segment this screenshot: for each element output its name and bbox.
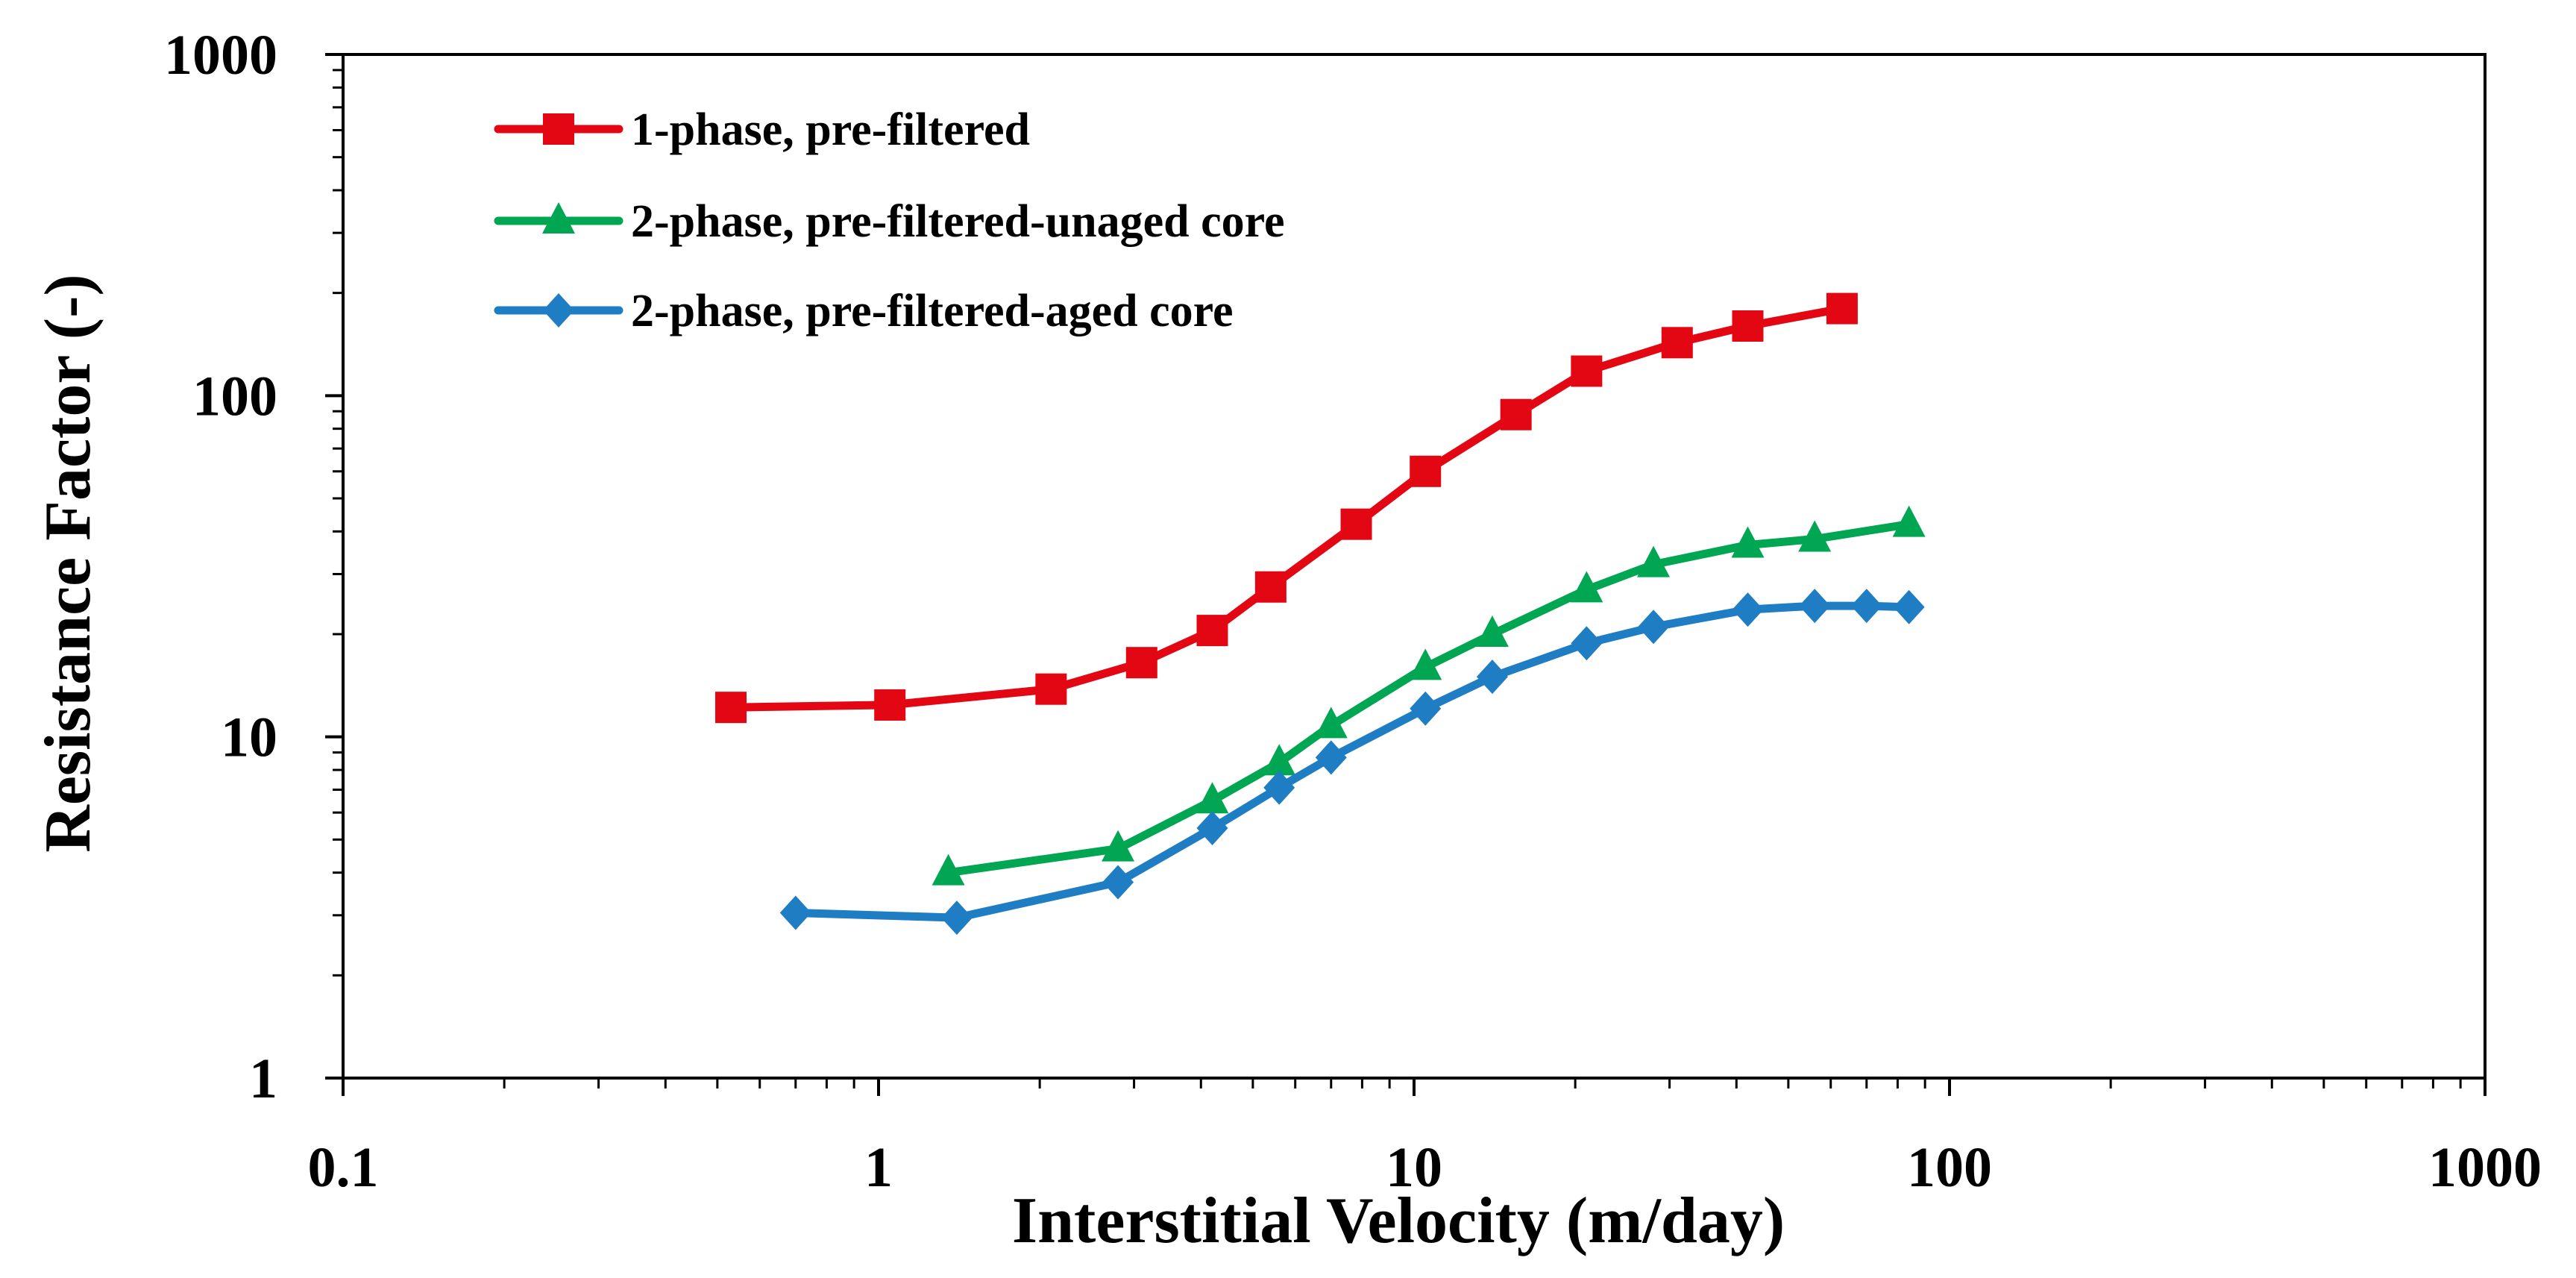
legend-label: 2-phase, pre-filtered-unaged core: [631, 196, 1285, 247]
series-3-point: [1476, 660, 1508, 695]
series-2-line: [944, 520, 1914, 877]
x-tick-label: 0.1: [308, 1136, 379, 1199]
series-2: [932, 505, 1926, 886]
y-tick-label: 1: [249, 1047, 277, 1110]
series-1-point: [1340, 508, 1372, 540]
y-axis-title: Resistance Factor (-): [32, 274, 104, 852]
series-2-point: [1892, 505, 1926, 537]
legend: 1-phase, pre-filtered 2-phase, pre-filter…: [494, 104, 1285, 336]
legend-swatch-marker: [542, 202, 575, 234]
series-2-point: [932, 853, 965, 886]
series-3-point: [1102, 865, 1134, 900]
series-3-point: [1732, 592, 1764, 627]
series-1-point: [1500, 398, 1532, 430]
series-3-point: [1263, 770, 1295, 805]
legend-label: 2-phase, pre-filtered-aged core: [631, 286, 1234, 336]
x-axis-title: Interstitial Velocity (m/day): [1012, 1185, 1785, 1257]
x-tick-label: 10: [1386, 1136, 1442, 1199]
legend-label: 1-phase, pre-filtered: [631, 104, 1030, 155]
series-3-point: [1638, 610, 1670, 645]
series-3-point: [1196, 811, 1228, 846]
legend-item-3: 2-phase, pre-filtered-aged core: [494, 286, 1234, 336]
series-1-point: [1826, 292, 1858, 325]
series-2-point: [1570, 571, 1603, 603]
series-2-point: [1637, 545, 1671, 577]
series-1-point: [1571, 355, 1603, 387]
y-tick-label: 10: [221, 707, 277, 769]
series-2-point: [1731, 526, 1765, 558]
series-3-point: [1410, 691, 1442, 726]
series-1-line: [726, 304, 1847, 712]
series-1-point: [1035, 673, 1067, 705]
x-tick-label: 1000: [2428, 1136, 2542, 1199]
legend-swatch-marker: [543, 293, 574, 328]
series-2-point: [1263, 744, 1296, 776]
y-tick-label: 100: [192, 365, 277, 427]
x-tick-label: 100: [1907, 1136, 1992, 1199]
series-3-point: [940, 900, 973, 936]
series-1-point: [1196, 615, 1228, 647]
axes: 0.1 1 10 100 1000 1 10 100 1000: [164, 24, 2542, 1199]
series-group: [715, 292, 1926, 936]
series-3-point: [779, 895, 811, 930]
series-3-point: [1571, 626, 1603, 661]
series-1: [715, 292, 1858, 724]
series-2-point: [1475, 615, 1509, 647]
series-3-point: [1850, 589, 1882, 624]
series-1-point: [1254, 571, 1287, 603]
series-1-point: [715, 692, 747, 724]
series-2-point: [1409, 648, 1442, 680]
legend-swatch-marker: [543, 113, 574, 145]
legend-item-1: 1-phase, pre-filtered: [494, 104, 1030, 155]
series-1-point: [1732, 310, 1764, 342]
legend-item-2: 2-phase, pre-filtered-unaged core: [494, 196, 1285, 247]
y-tick-label: 1000: [164, 24, 277, 87]
axis-labels: Interstitial Velocity (m/day) Resistance…: [32, 274, 1785, 1257]
series-1-point: [1410, 455, 1442, 487]
series-2-point: [1798, 520, 1832, 552]
series-3: [779, 589, 1925, 936]
x-tick-label: 1: [864, 1136, 893, 1199]
series-3-point: [1799, 589, 1831, 624]
series-1-point: [1125, 647, 1157, 679]
series-1-point: [1661, 327, 1693, 359]
series-2-point: [1314, 707, 1348, 739]
series-2-point: [1196, 782, 1229, 814]
series-3-point: [1315, 740, 1347, 775]
series-3-point: [1893, 589, 1925, 624]
series-2-point: [1102, 830, 1135, 862]
series-1-point: [874, 689, 906, 721]
